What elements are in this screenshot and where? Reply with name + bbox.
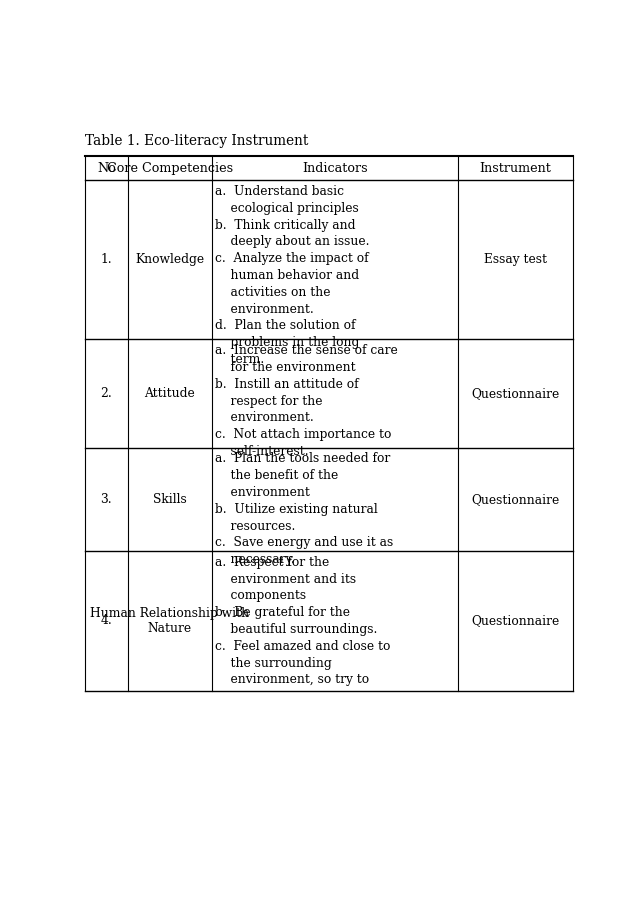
Text: Indicators: Indicators	[302, 161, 368, 175]
Text: No: No	[97, 161, 116, 175]
Text: Attitude: Attitude	[144, 387, 195, 400]
Text: Instrument: Instrument	[480, 161, 551, 175]
Text: Core Competencies: Core Competencies	[107, 161, 233, 175]
Text: Skills: Skills	[153, 493, 187, 506]
Text: a.  Respect for the
    environment and its
    components
b.  Be grateful for t: a. Respect for the environment and its c…	[214, 556, 390, 687]
Text: Knowledge: Knowledge	[135, 253, 204, 266]
Text: 2.: 2.	[101, 387, 112, 400]
Text: Questionnaire: Questionnaire	[471, 493, 560, 506]
Text: a.  Understand basic
    ecological principles
b.  Think critically and
    deep: a. Understand basic ecological principle…	[214, 185, 369, 366]
Text: a.  Increase the sense of care
    for the environment
b.  Instill an attitude o: a. Increase the sense of care for the en…	[214, 344, 397, 458]
Text: 1.: 1.	[101, 253, 112, 266]
Text: Questionnaire: Questionnaire	[471, 614, 560, 628]
Text: Essay test: Essay test	[484, 253, 547, 266]
Text: Table 1. Eco-literacy Instrument: Table 1. Eco-literacy Instrument	[85, 134, 309, 148]
Text: 4.: 4.	[101, 614, 112, 628]
Text: a.  Plan the tools needed for
    the benefit of the
    environment
b.  Utilize: a. Plan the tools needed for the benefit…	[214, 453, 393, 566]
Text: Human Relationship with
Nature: Human Relationship with Nature	[91, 607, 249, 635]
Text: 3.: 3.	[101, 493, 112, 506]
Text: Questionnaire: Questionnaire	[471, 387, 560, 400]
